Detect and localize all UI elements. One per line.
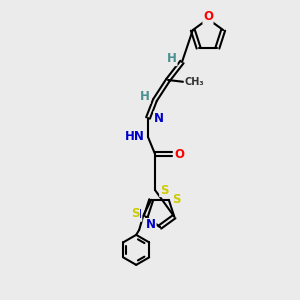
Text: N: N <box>146 218 156 232</box>
Text: N: N <box>132 208 142 221</box>
Text: H: H <box>140 91 150 103</box>
Text: S: S <box>131 207 140 220</box>
Text: O: O <box>203 11 213 23</box>
Text: N: N <box>154 112 164 124</box>
Text: CH₃: CH₃ <box>184 77 204 87</box>
Text: S: S <box>172 194 181 206</box>
Text: O: O <box>174 148 184 160</box>
Text: HN: HN <box>125 130 145 143</box>
Text: S: S <box>160 184 168 196</box>
Text: H: H <box>167 52 177 65</box>
